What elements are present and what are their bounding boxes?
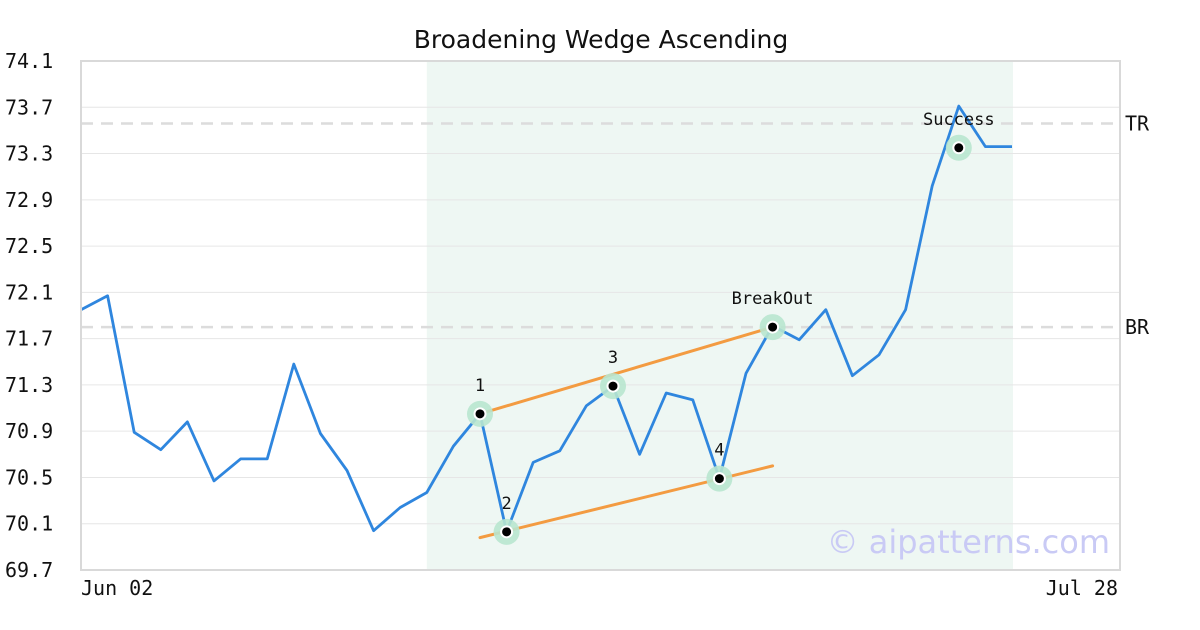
grid-lines: [81, 106, 1120, 525]
level-label: BR: [1125, 315, 1150, 339]
y-tick-label: 72.1: [5, 280, 53, 304]
plot-border: [80, 60, 1121, 571]
point-label: 3: [608, 348, 618, 368]
y-tick-label: 71.7: [5, 327, 53, 351]
point-label: Success: [923, 110, 995, 130]
watermark-layer: © aipatterns.com: [827, 523, 1110, 561]
point-marker: [500, 525, 514, 539]
y-tick-label: 72.5: [5, 234, 53, 258]
x-axis-ticks: Jun 02 Jul 28: [81, 576, 1118, 600]
y-tick-label: 74.1: [5, 49, 53, 73]
pattern-region-band: [426, 61, 1013, 570]
point-label: 2: [501, 494, 511, 514]
x-tick-label: Jun 02: [81, 576, 153, 600]
price-line: [80, 104, 1012, 534]
chart-title: Broadening Wedge Ascending: [414, 25, 789, 54]
pattern-points: 1 2 3 4 BreakOut Success: [467, 110, 995, 545]
y-tick-label: 70.1: [5, 512, 53, 536]
y-tick-label: 72.9: [5, 188, 53, 212]
y-tick-label: 73.3: [5, 142, 53, 166]
x-tick-label: Jul 28: [1046, 576, 1118, 600]
pattern-region: [426, 61, 1013, 570]
y-tick-label: 71.3: [5, 373, 53, 397]
y-tick-label: 69.7: [5, 558, 53, 582]
y-axis-ticks: 69.7 70.1 70.5 70.9 71.3 71.7 72.1 72.5 72.9 73.3…: [5, 49, 53, 582]
level-label: TR: [1125, 111, 1150, 135]
point-label: 4: [714, 441, 724, 461]
y-tick-label: 73.7: [5, 95, 53, 119]
point-marker: [712, 472, 726, 486]
y-tick-label: 70.9: [5, 419, 53, 443]
point-marker: [473, 407, 487, 421]
watermark: © aipatterns.com: [827, 523, 1110, 561]
point-label: BreakOut: [732, 289, 814, 309]
point-marker: [766, 320, 780, 334]
plot-frame: [80, 60, 1121, 571]
price-series: [80, 104, 1012, 534]
trendline: [478, 325, 775, 416]
point-marker: [952, 141, 966, 155]
point-marker: [606, 379, 620, 393]
point-label: 1: [475, 376, 485, 396]
level-lines: TR BR: [81, 111, 1150, 339]
y-tick-label: 70.5: [5, 465, 53, 489]
